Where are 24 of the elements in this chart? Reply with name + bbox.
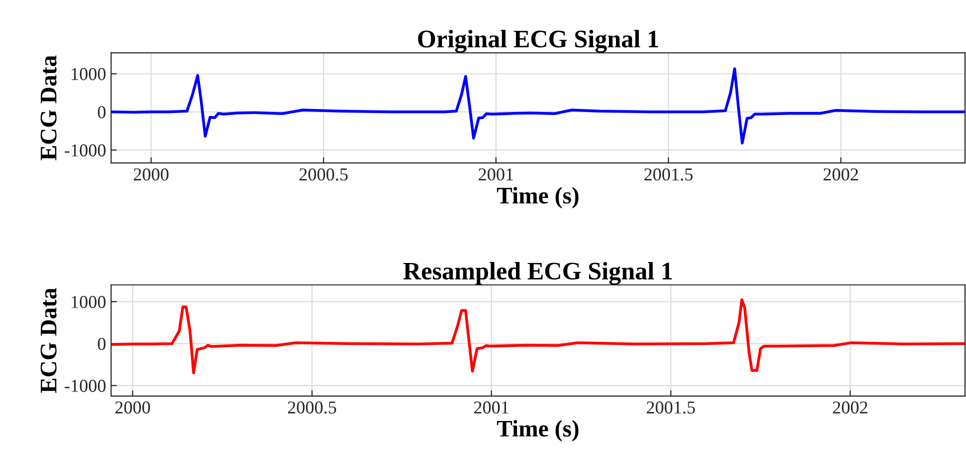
line-series	[111, 298, 966, 374]
x-axis-title: Time (s)	[497, 420, 578, 442]
x-tick-label: 2001.5	[644, 168, 693, 181]
y-axis-title: ECG Data	[40, 288, 57, 393]
x-tick-label: 2001	[474, 401, 508, 414]
chart-title: Resampled ECG Signal 1	[403, 262, 672, 285]
y-tick-label: 0	[98, 338, 106, 350]
y-tick-label: -1000	[64, 380, 106, 392]
x-tick-label: 2001	[478, 168, 513, 181]
y-tick-label: 1000	[72, 296, 106, 308]
chart-title: Original ECG Signal 1	[418, 30, 658, 53]
x-tick-label: 2002	[824, 168, 858, 181]
x-tick-label: 2001.5	[646, 401, 695, 414]
y-tick-label: -1000	[64, 144, 106, 156]
x-tick-label: 2000	[134, 168, 168, 181]
x-tick-label: 2000.5	[300, 168, 348, 181]
x-axis-title: Time (s)	[497, 186, 578, 208]
x-tick-label: 2000	[115, 401, 150, 414]
x-tick-label: 2002	[832, 401, 868, 414]
y-tick-label: 1000	[72, 68, 106, 80]
y-axis-title: ECG Data	[40, 55, 57, 160]
y-tick-label: 0	[98, 106, 106, 118]
line-series	[111, 67, 966, 145]
x-tick-label: 2000.5	[288, 401, 336, 414]
